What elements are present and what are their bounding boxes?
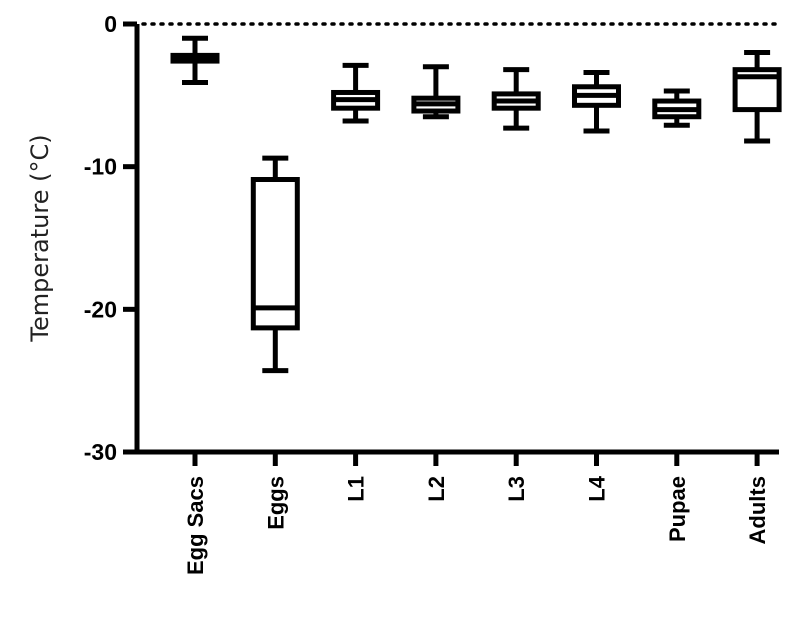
x-tick-label: L3 [504, 476, 529, 502]
axes [123, 21, 779, 466]
box-egg-sacs [170, 35, 220, 85]
box-l3 [491, 67, 541, 131]
y-tick-label: -30 [84, 439, 117, 465]
box-eggs [250, 155, 300, 374]
x-tick-label: L1 [344, 476, 369, 502]
y-tick-label: -10 [84, 154, 117, 180]
plot-area [141, 22, 782, 374]
labels: Temperature (°C) 0 -10 -20 -30 Egg Sacs Eggs L… [26, 11, 770, 575]
x-tick-label: L2 [424, 476, 449, 502]
box-l2 [411, 64, 461, 120]
iqr-box [250, 177, 300, 331]
y-tick-label: -20 [84, 296, 117, 322]
x-tick-label: L4 [585, 475, 610, 501]
box-pupae [652, 88, 702, 128]
y-axis-title: Temperature (°C) [26, 134, 54, 342]
x-tick-label: Eggs [263, 476, 288, 530]
x-tick-label: Pupae [665, 476, 690, 542]
y-tick-label: 0 [104, 11, 117, 37]
x-tick-label: Egg Sacs [183, 476, 208, 575]
box-l4 [572, 70, 621, 134]
x-tick-label: Adults [745, 476, 770, 544]
box-adults [732, 50, 782, 144]
box-l1 [331, 62, 381, 124]
